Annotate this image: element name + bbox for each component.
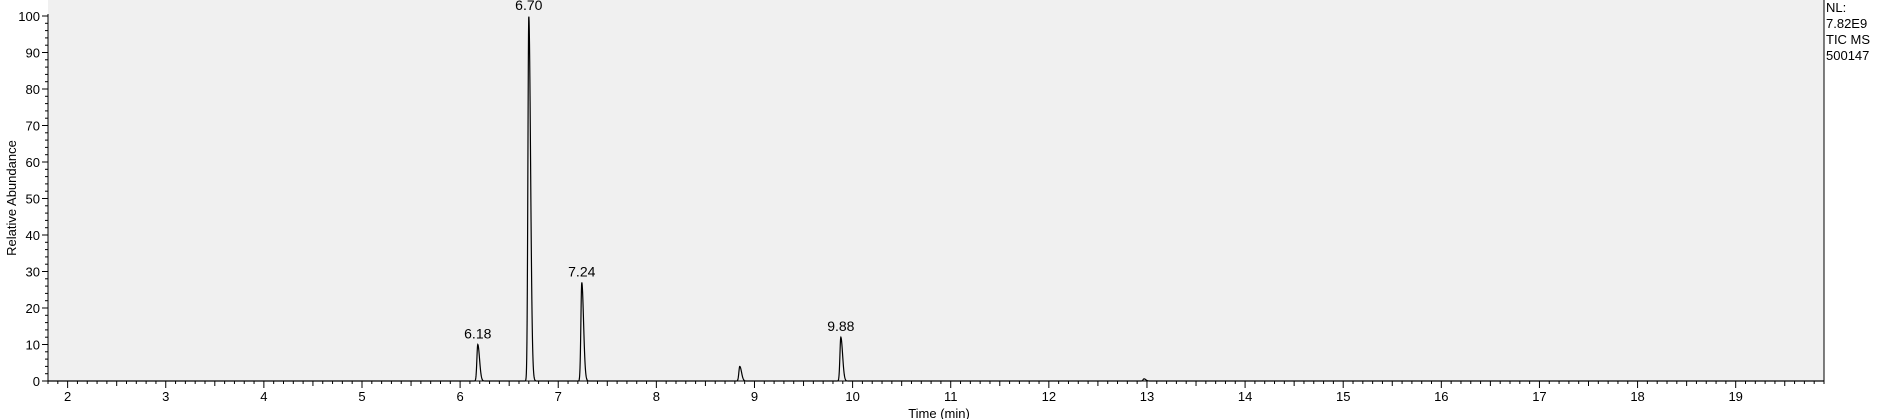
y-tick-label: 80 — [26, 82, 40, 97]
x-tick-label: 9 — [751, 389, 758, 404]
y-tick-label: 10 — [26, 338, 40, 353]
x-tick-label: 2 — [64, 389, 71, 404]
y-tick-label: 20 — [26, 301, 40, 316]
x-tick-label: 5 — [358, 389, 365, 404]
info-panel: NL: 7.82E9 TIC MS 500147 — [1826, 0, 1870, 64]
peak-labels: 6.18 6.70 7.24 9.88 — [464, 0, 855, 342]
tic-trace-line — [48, 16, 1824, 382]
x-tick-label: 4 — [260, 389, 267, 404]
y-tick-label: 100 — [18, 9, 40, 24]
y-tick-label: 0 — [33, 374, 40, 389]
y-tick-label: 30 — [26, 265, 40, 280]
y-tick-label: 60 — [26, 155, 40, 170]
sample-id: 500147 — [1826, 48, 1870, 63]
x-tick-label: 3 — [162, 389, 169, 404]
x-tick-label: 19 — [1728, 389, 1742, 404]
plot-background — [48, 0, 1824, 381]
x-tick-label: 14 — [1238, 389, 1252, 404]
peak-label: 6.18 — [464, 326, 491, 342]
nl-label: NL: — [1826, 0, 1847, 15]
x-tick-label: 8 — [653, 389, 660, 404]
y-axis-title: Relative Abundance — [4, 140, 19, 256]
x-tick-label: 18 — [1630, 389, 1644, 404]
x-tick-label: 7 — [555, 389, 562, 404]
y-tick-label: 70 — [26, 119, 40, 134]
nl-value: 7.82E9 — [1826, 16, 1868, 31]
x-tick-label: 10 — [845, 389, 859, 404]
x-tick-label: 11 — [944, 389, 958, 404]
x-tick-label: 6 — [456, 389, 463, 404]
trace-label: TIC MS — [1826, 32, 1871, 47]
peak-label: 6.70 — [515, 0, 542, 13]
x-axis: 2 3 4 5 6 7 8 9 10 11 12 13 14 15 16 17 18 19 — [47, 380, 1825, 404]
y-tick-label: 90 — [26, 46, 40, 61]
y-axis: 0 10 20 30 40 50 60 70 80 90 100 — [18, 0, 1825, 389]
x-tick-label: 13 — [1140, 389, 1154, 404]
peak-label: 9.88 — [827, 318, 854, 334]
x-tick-label: 17 — [1532, 389, 1546, 404]
x-axis-title: Time (min) — [908, 406, 970, 419]
x-tick-label: 16 — [1434, 389, 1448, 404]
y-tick-label: 40 — [26, 228, 40, 243]
x-tick-label: 15 — [1336, 389, 1350, 404]
y-tick-label: 50 — [26, 192, 40, 207]
x-tick-label: 12 — [1042, 389, 1056, 404]
peak-label: 7.24 — [568, 263, 595, 279]
